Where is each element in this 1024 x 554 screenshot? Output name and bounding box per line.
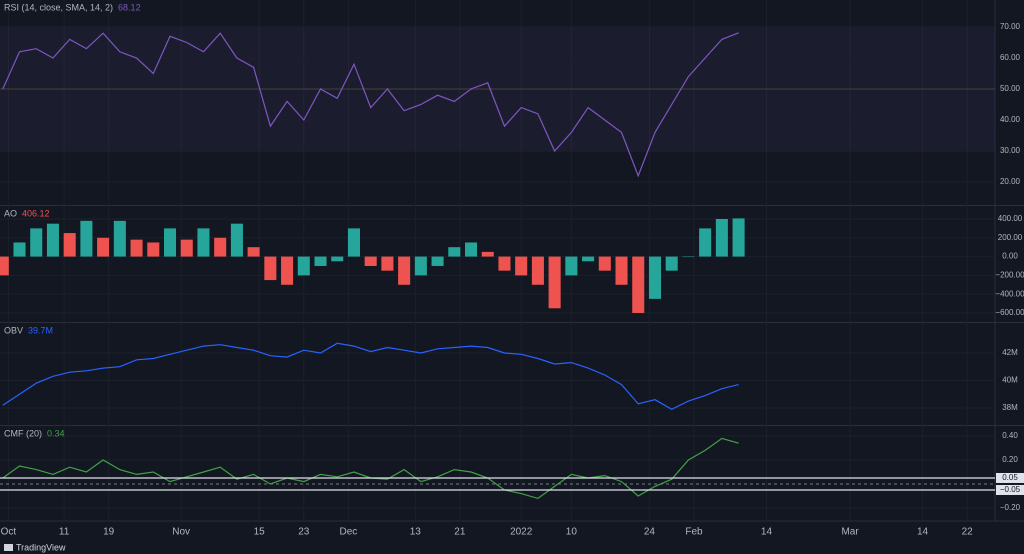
- x-tick-label: 22: [962, 527, 974, 538]
- ao-bar: [699, 228, 712, 257]
- x-tick-label: 19: [103, 527, 115, 538]
- x-tick-label: Nov: [172, 527, 190, 538]
- level-tag: [996, 472, 1024, 483]
- x-tick-label: Oct: [1, 527, 17, 538]
- x-tick-label: 13: [410, 527, 422, 538]
- ao-bar: [97, 237, 110, 257]
- y-tick-label: 50.00: [1000, 84, 1021, 93]
- ao-bar: [247, 247, 260, 257]
- ao-bar: [214, 237, 227, 257]
- x-tick-label: Dec: [339, 527, 357, 538]
- ao-bar: [398, 256, 411, 285]
- brand-name: TradingView: [16, 542, 66, 552]
- x-tick-label: 10: [566, 527, 578, 538]
- ao-bar: [448, 247, 461, 257]
- ao-bar: [147, 242, 160, 257]
- ao-bar: [331, 256, 344, 262]
- x-tick-label: 14: [761, 527, 773, 538]
- y-tick-label: 70.00: [1000, 22, 1021, 31]
- level-tag: [996, 484, 1024, 495]
- x-tick-label: Mar: [841, 527, 859, 538]
- ao-bar: [414, 256, 427, 276]
- ao-bar: [0, 256, 9, 276]
- ao-bar: [682, 256, 695, 258]
- brand: TradingView: [4, 542, 66, 552]
- y-tick-label: 400.00: [998, 214, 1023, 223]
- x-tick-label: 24: [644, 527, 656, 538]
- x-tick-label: 15: [254, 527, 266, 538]
- ao-bar: [63, 233, 76, 257]
- level-label: −0.05: [1000, 485, 1021, 494]
- ao-bar: [565, 256, 578, 276]
- ao-bar: [615, 256, 628, 285]
- y-tick-label: −0.20: [1000, 503, 1021, 512]
- y-tick-label: −200.00: [995, 270, 1024, 279]
- ao-bar: [364, 256, 377, 266]
- y-tick-label: −600.00: [995, 308, 1024, 317]
- brand-logo: [4, 544, 13, 551]
- indicator-value: 68.12: [118, 2, 141, 12]
- ao-bar: [465, 242, 478, 257]
- ao-bar: [715, 218, 728, 257]
- indicator-title: RSI (14, close, SMA, 14, 2): [4, 2, 113, 12]
- ao-bar: [163, 228, 177, 257]
- ao-bar: [264, 256, 277, 281]
- x-tick-label: 23: [298, 527, 310, 538]
- ao-bar: [197, 228, 210, 257]
- ao-bar: [30, 228, 43, 257]
- y-tick-label: 40M: [1002, 376, 1018, 385]
- ao-bar: [598, 256, 611, 271]
- ao-bar: [632, 256, 645, 313]
- ao-bar: [347, 228, 360, 257]
- y-tick-label: 38M: [1002, 403, 1018, 412]
- indicator-line: [2, 342, 739, 410]
- y-tick-label: 0.40: [1002, 431, 1018, 440]
- indicator-title: AO: [4, 208, 17, 218]
- ao-bar: [531, 256, 544, 285]
- indicator-title: OBV: [4, 325, 23, 335]
- ao-bar: [515, 256, 528, 276]
- ao-bar: [180, 239, 193, 257]
- ao-bar: [46, 223, 59, 257]
- ao-bar: [80, 220, 93, 257]
- ao-bar: [481, 251, 494, 257]
- y-tick-label: 20.00: [1000, 177, 1021, 186]
- ao-bar: [230, 223, 243, 257]
- indicator-title: CMF (20): [4, 428, 42, 438]
- ao-bar: [665, 256, 678, 271]
- ao-bar: [381, 256, 394, 271]
- y-tick-label: 0.20: [1002, 455, 1018, 464]
- indicator-value: 39.7M: [28, 325, 53, 335]
- ao-bar: [648, 256, 661, 299]
- ao-bar: [13, 242, 26, 257]
- ao-bar: [281, 256, 294, 285]
- level-label: 0.05: [1002, 473, 1018, 482]
- y-tick-label: 30.00: [1000, 146, 1021, 155]
- ao-bar: [113, 220, 126, 257]
- y-tick-label: 42M: [1002, 348, 1018, 357]
- ao-bar: [297, 256, 310, 276]
- y-tick-label: 0.00: [1002, 252, 1018, 261]
- x-tick-label: 21: [454, 527, 466, 538]
- indicator-line: [2, 32, 739, 178]
- ao-bar: [732, 218, 745, 257]
- y-tick-label: 200.00: [998, 233, 1023, 242]
- y-tick-label: −400.00: [995, 289, 1024, 298]
- y-tick-label: 40.00: [1000, 115, 1021, 124]
- y-tick-label: 60.00: [1000, 53, 1021, 62]
- ao-bar: [498, 256, 511, 271]
- x-tick-label: 2022: [510, 527, 533, 538]
- indicator-value: 0.34: [47, 428, 65, 438]
- ao-bar: [431, 256, 444, 266]
- x-tick-label: Feb: [685, 527, 703, 538]
- ao-bar: [130, 239, 143, 257]
- x-tick-label: 14: [917, 527, 929, 538]
- ao-bar: [582, 256, 595, 262]
- indicator-value: 406.12: [22, 208, 50, 218]
- x-tick-label: 11: [59, 527, 70, 538]
- ao-bar: [548, 256, 561, 309]
- ao-bar: [314, 256, 327, 266]
